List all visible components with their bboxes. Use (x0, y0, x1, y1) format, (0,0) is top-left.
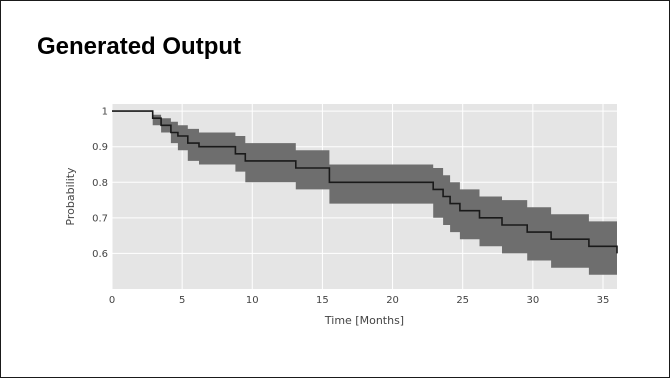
y-tick-labels: 0.6 0.7 0.8 0.9 1 (92, 107, 108, 260)
confidence-band (112, 111, 617, 279)
slide-title: Generated Output (37, 33, 242, 60)
x-tick-label: 10 (246, 295, 259, 306)
y-tick-label: 1 (102, 107, 108, 118)
y-tick-label: 0.8 (92, 178, 108, 189)
x-tick-label: 30 (526, 295, 539, 306)
x-tick-label: 20 (386, 295, 399, 306)
y-tick-label: 0.9 (92, 142, 108, 153)
x-tick-label: 5 (179, 295, 185, 306)
y-tick-label: 0.7 (92, 213, 108, 224)
x-tick-label: 15 (316, 295, 329, 306)
x-tick-label: 35 (597, 295, 610, 306)
survival-curve (112, 110, 618, 254)
y-tick-label: 0.6 (92, 249, 108, 260)
x-tick-labels: 0 5 10 15 20 25 30 35 (109, 295, 610, 306)
x-tick-label: 25 (456, 295, 469, 306)
x-axis-title: Time [Months] (324, 314, 404, 327)
x-tick-label: 0 (109, 295, 115, 306)
y-axis-title: Probability (64, 167, 77, 226)
